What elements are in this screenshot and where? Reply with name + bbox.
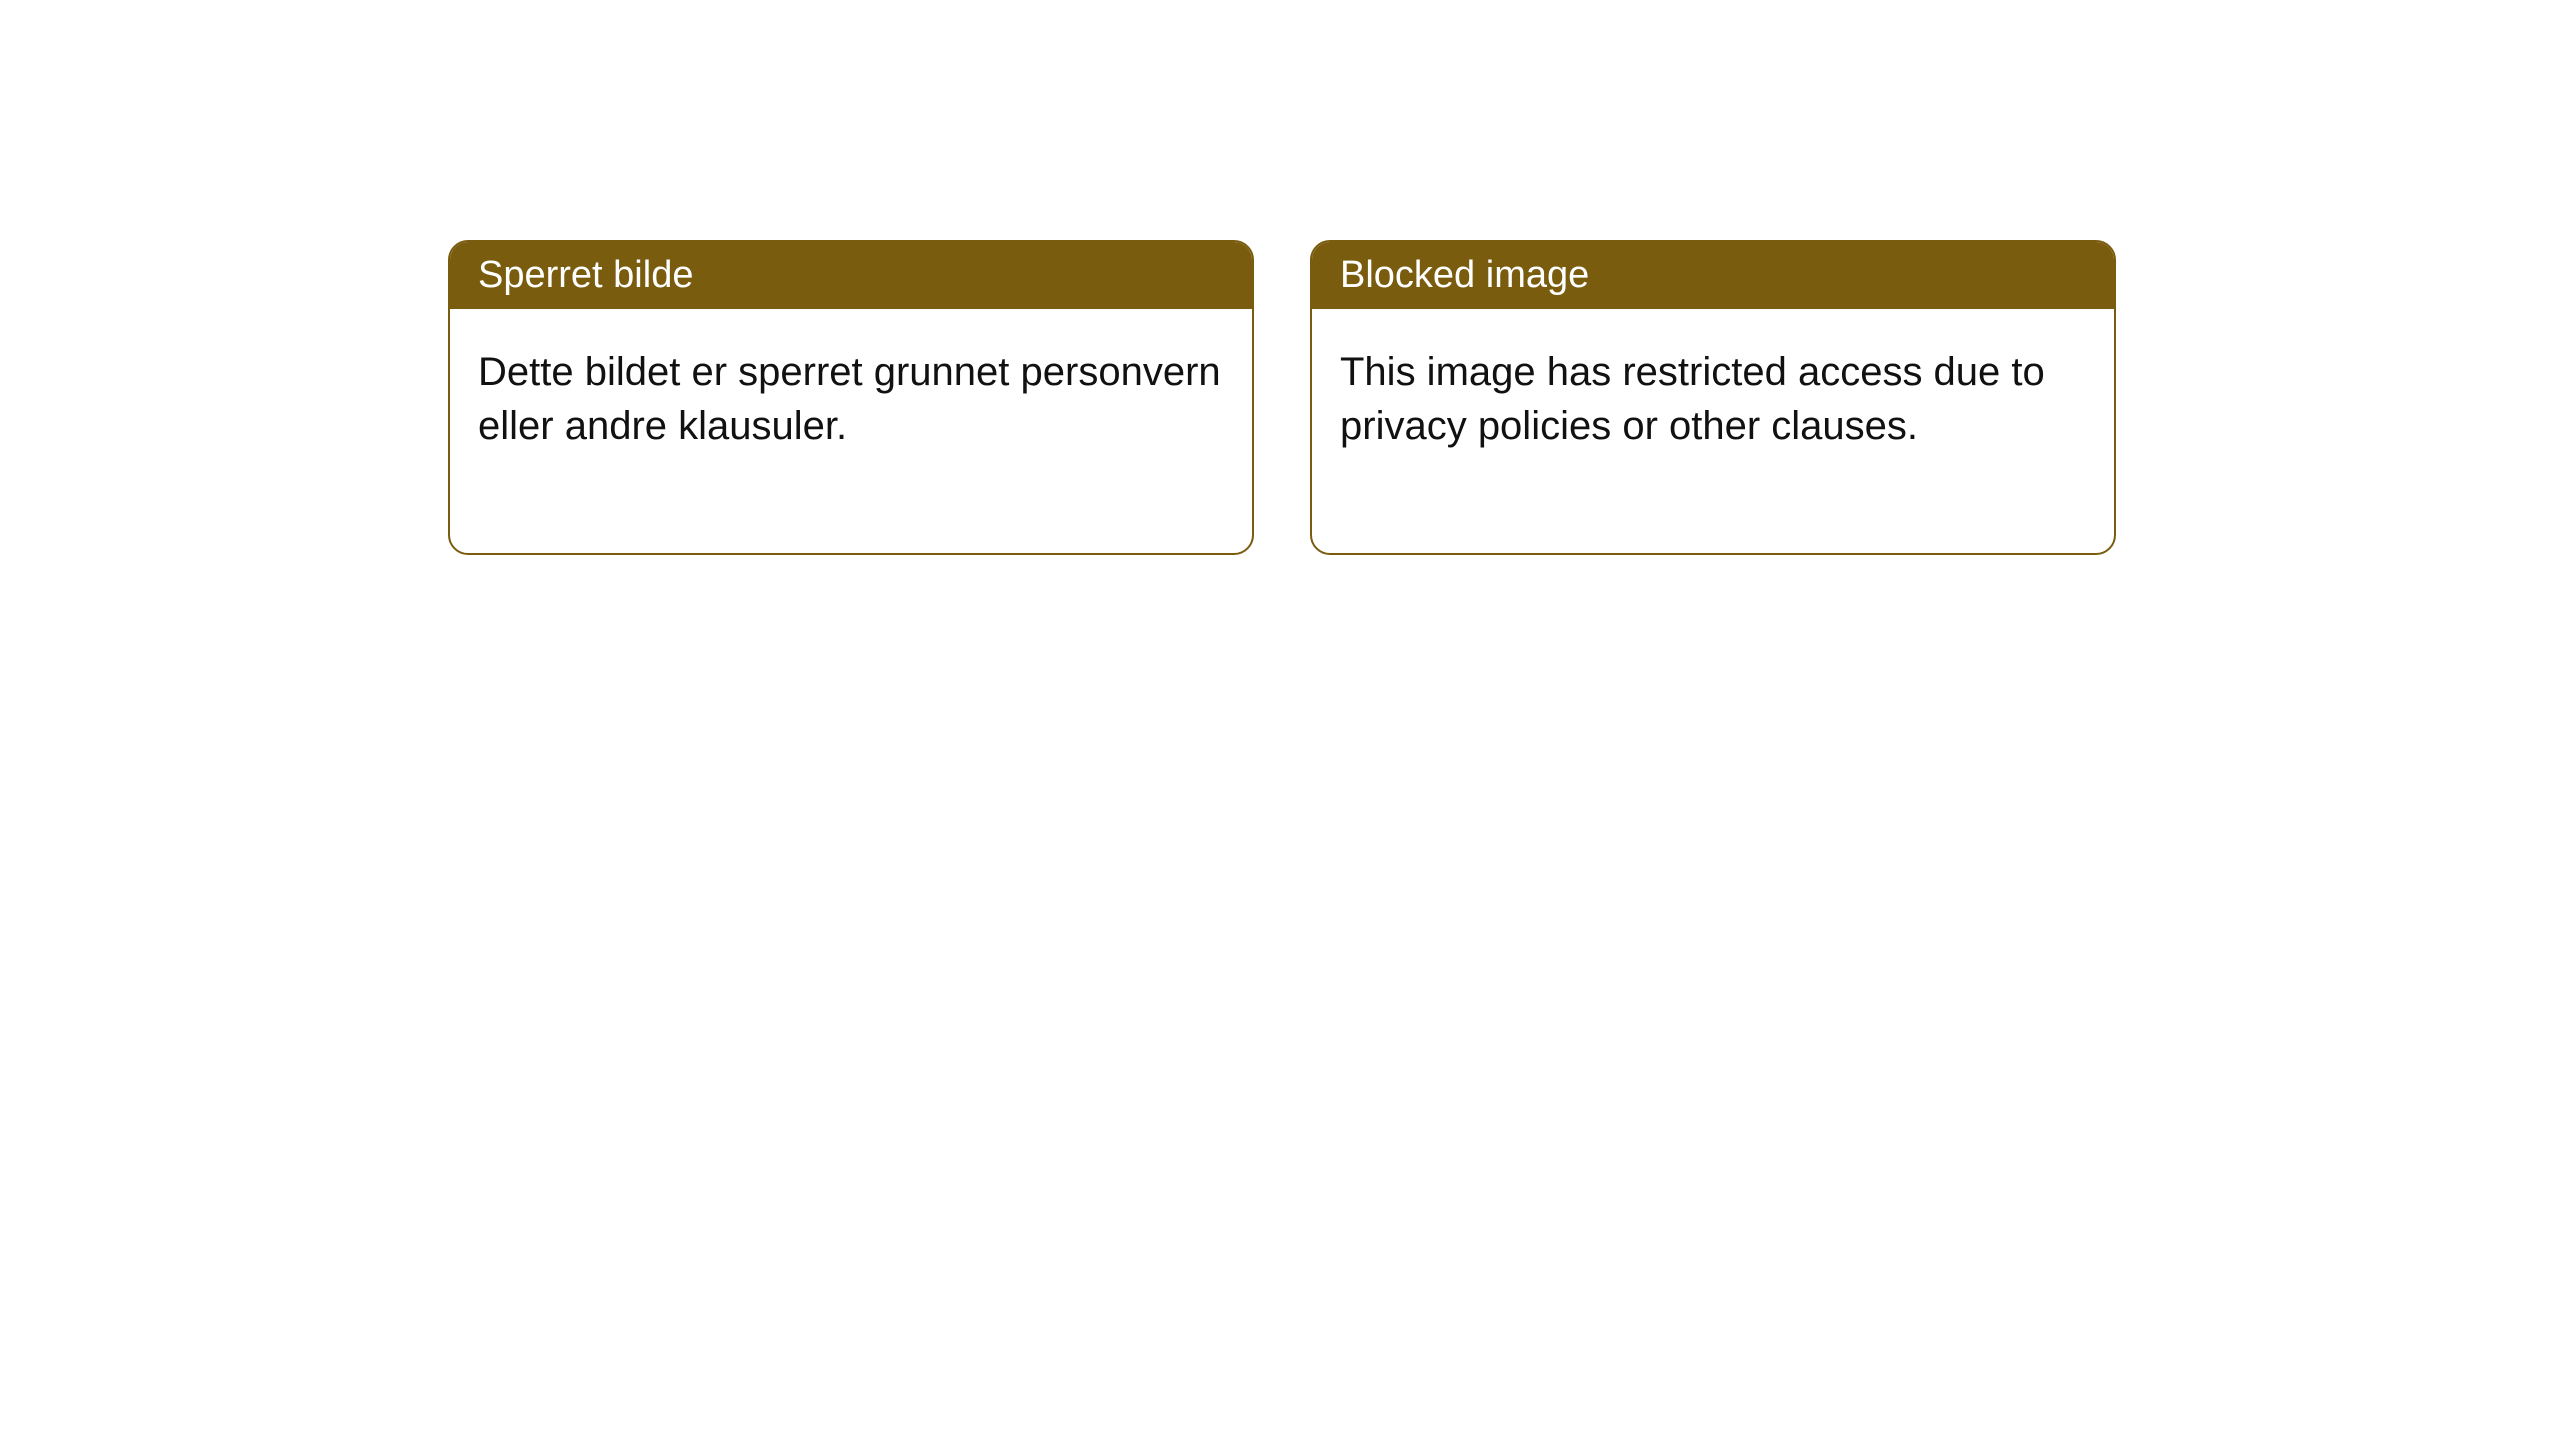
- card-header-no: Sperret bilde: [450, 242, 1252, 309]
- blocked-image-card-en: Blocked image This image has restricted …: [1310, 240, 2116, 555]
- blocked-image-card-no: Sperret bilde Dette bildet er sperret gr…: [448, 240, 1254, 555]
- notice-container: Sperret bilde Dette bildet er sperret gr…: [0, 0, 2560, 555]
- card-body-en: This image has restricted access due to …: [1312, 309, 2114, 553]
- card-body-no: Dette bildet er sperret grunnet personve…: [450, 309, 1252, 553]
- card-header-en: Blocked image: [1312, 242, 2114, 309]
